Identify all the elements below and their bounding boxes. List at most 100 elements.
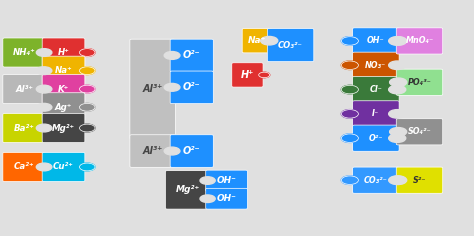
Circle shape — [390, 37, 407, 45]
Text: Al³⁺: Al³⁺ — [143, 84, 163, 94]
FancyBboxPatch shape — [42, 152, 85, 181]
Text: Cu²⁺: Cu²⁺ — [53, 162, 74, 172]
Text: MnO₄⁻: MnO₄⁻ — [405, 36, 434, 46]
Circle shape — [390, 78, 407, 87]
Text: S²⁻: S²⁻ — [413, 176, 426, 185]
Text: I⁻: I⁻ — [372, 109, 380, 118]
Text: H⁺: H⁺ — [241, 70, 254, 80]
Text: OH⁻: OH⁻ — [367, 36, 385, 46]
Circle shape — [341, 110, 358, 118]
Circle shape — [205, 177, 222, 185]
Circle shape — [36, 85, 52, 93]
FancyBboxPatch shape — [353, 167, 399, 193]
FancyBboxPatch shape — [206, 170, 247, 191]
Text: O²⁻: O²⁻ — [183, 146, 201, 156]
Circle shape — [341, 176, 358, 185]
FancyBboxPatch shape — [267, 29, 314, 62]
FancyBboxPatch shape — [165, 171, 211, 209]
Circle shape — [40, 85, 55, 93]
Text: H⁺: H⁺ — [58, 48, 69, 57]
FancyBboxPatch shape — [130, 39, 175, 139]
Circle shape — [164, 51, 180, 59]
FancyBboxPatch shape — [353, 28, 399, 54]
Text: Ba²⁺: Ba²⁺ — [14, 123, 35, 133]
Circle shape — [36, 49, 52, 56]
FancyBboxPatch shape — [206, 188, 247, 209]
Circle shape — [389, 110, 406, 118]
Circle shape — [389, 37, 406, 45]
Circle shape — [36, 124, 52, 132]
Circle shape — [389, 61, 406, 69]
Circle shape — [341, 85, 358, 94]
Circle shape — [80, 124, 95, 132]
Circle shape — [80, 85, 95, 93]
Circle shape — [80, 163, 95, 171]
Text: Al³⁺: Al³⁺ — [15, 84, 33, 94]
FancyBboxPatch shape — [232, 63, 263, 87]
FancyBboxPatch shape — [3, 152, 46, 181]
FancyBboxPatch shape — [353, 101, 399, 127]
Circle shape — [261, 36, 278, 45]
FancyBboxPatch shape — [170, 135, 213, 167]
Circle shape — [389, 85, 406, 94]
FancyBboxPatch shape — [42, 75, 85, 104]
FancyBboxPatch shape — [396, 119, 443, 145]
Circle shape — [390, 127, 407, 136]
FancyBboxPatch shape — [42, 114, 85, 143]
FancyBboxPatch shape — [170, 71, 213, 104]
Circle shape — [40, 124, 55, 132]
Text: NO₃⁻: NO₃⁻ — [365, 61, 386, 70]
Text: OH⁻: OH⁻ — [217, 176, 237, 185]
FancyBboxPatch shape — [3, 114, 46, 143]
Text: O²⁻: O²⁻ — [183, 82, 201, 92]
FancyBboxPatch shape — [396, 28, 443, 54]
FancyBboxPatch shape — [242, 29, 272, 53]
FancyBboxPatch shape — [3, 38, 46, 67]
Text: NH₄⁺: NH₄⁺ — [13, 48, 36, 57]
FancyBboxPatch shape — [42, 93, 85, 122]
Circle shape — [164, 83, 180, 91]
Circle shape — [341, 61, 358, 69]
Circle shape — [259, 72, 270, 78]
Circle shape — [170, 147, 186, 155]
Text: CO₃²⁻: CO₃²⁻ — [278, 41, 303, 50]
Circle shape — [40, 49, 55, 56]
FancyBboxPatch shape — [396, 167, 443, 193]
Circle shape — [80, 49, 95, 56]
Text: Ca²⁺: Ca²⁺ — [14, 162, 35, 172]
Text: Mg²⁺: Mg²⁺ — [52, 123, 75, 133]
Circle shape — [170, 85, 186, 93]
FancyBboxPatch shape — [130, 135, 175, 167]
Circle shape — [36, 103, 52, 111]
Circle shape — [40, 163, 55, 171]
Text: CO₃²⁻: CO₃²⁻ — [364, 176, 388, 185]
Circle shape — [268, 38, 278, 43]
Text: Ag⁺: Ag⁺ — [55, 103, 72, 112]
Text: OH⁻: OH⁻ — [217, 194, 237, 203]
Text: Cl⁻: Cl⁻ — [369, 85, 383, 94]
Circle shape — [170, 53, 186, 61]
Circle shape — [205, 195, 222, 203]
FancyBboxPatch shape — [42, 38, 85, 67]
Circle shape — [390, 176, 407, 185]
FancyBboxPatch shape — [353, 52, 399, 78]
Circle shape — [36, 67, 52, 75]
Circle shape — [80, 67, 95, 75]
Circle shape — [80, 103, 95, 111]
FancyBboxPatch shape — [42, 56, 85, 85]
FancyBboxPatch shape — [353, 125, 399, 151]
Circle shape — [200, 177, 215, 184]
FancyBboxPatch shape — [353, 76, 399, 103]
Circle shape — [200, 195, 215, 202]
Text: Al³⁺: Al³⁺ — [143, 146, 163, 156]
Text: SO₄²⁻: SO₄²⁻ — [408, 127, 431, 136]
Text: O²⁻: O²⁻ — [183, 51, 201, 60]
Text: PO₄³⁻: PO₄³⁻ — [408, 78, 431, 87]
Circle shape — [341, 134, 358, 143]
Circle shape — [389, 134, 406, 143]
Circle shape — [36, 163, 52, 171]
FancyBboxPatch shape — [3, 75, 46, 104]
Text: O²⁻: O²⁻ — [369, 134, 383, 143]
FancyBboxPatch shape — [170, 39, 213, 72]
Text: Mg²⁺: Mg²⁺ — [176, 185, 201, 194]
